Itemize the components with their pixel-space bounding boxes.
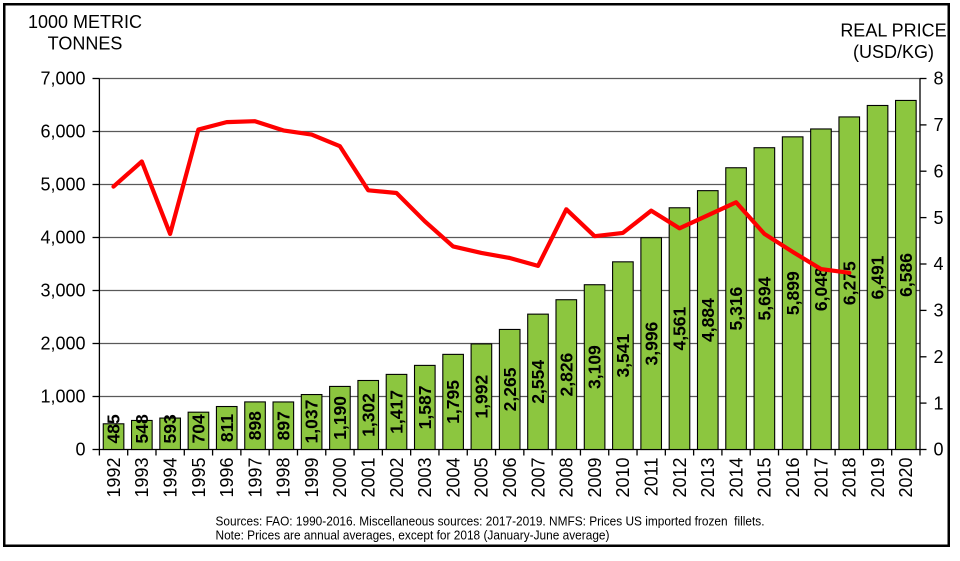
- svg-text:2020: 2020: [896, 458, 916, 498]
- svg-text:Note: Prices are annual averag: Note: Prices are annual averages, except…: [216, 528, 610, 543]
- svg-text:1992: 1992: [104, 458, 124, 498]
- svg-text:2008: 2008: [557, 458, 577, 498]
- svg-text:5,694: 5,694: [754, 276, 774, 320]
- svg-text:0: 0: [75, 440, 85, 460]
- svg-text:2000: 2000: [330, 458, 350, 498]
- svg-text:4,884: 4,884: [698, 298, 718, 342]
- svg-text:3,000: 3,000: [40, 281, 85, 301]
- svg-text:2,826: 2,826: [556, 352, 576, 396]
- svg-text:1,302: 1,302: [358, 393, 378, 437]
- svg-text:593: 593: [160, 414, 180, 443]
- svg-text:1993: 1993: [132, 458, 152, 498]
- svg-text:6: 6: [934, 161, 944, 181]
- svg-text:1994: 1994: [160, 458, 180, 498]
- svg-text:2012: 2012: [670, 458, 690, 498]
- svg-text:5,899: 5,899: [783, 271, 803, 315]
- svg-text:485: 485: [104, 414, 124, 443]
- svg-text:7: 7: [934, 115, 944, 135]
- svg-text:898: 898: [245, 411, 265, 440]
- svg-text:Sources: FAO: 1990-2016. Misce: Sources: FAO: 1990-2016. Miscellaneous s…: [216, 514, 765, 529]
- svg-text:4,561: 4,561: [670, 306, 690, 350]
- svg-text:1,795: 1,795: [443, 380, 463, 424]
- svg-text:1,190: 1,190: [330, 396, 350, 440]
- svg-text:3: 3: [934, 301, 944, 321]
- svg-text:1,037: 1,037: [302, 400, 322, 444]
- svg-text:2015: 2015: [755, 458, 775, 498]
- svg-text:3,996: 3,996: [641, 321, 661, 365]
- svg-text:2001: 2001: [359, 458, 379, 498]
- svg-text:6,048: 6,048: [811, 267, 831, 311]
- svg-text:3,541: 3,541: [613, 333, 633, 377]
- svg-text:2,265: 2,265: [500, 367, 520, 411]
- svg-text:2003: 2003: [415, 458, 435, 498]
- svg-text:704: 704: [189, 414, 209, 443]
- svg-text:1999: 1999: [302, 458, 322, 498]
- svg-text:2013: 2013: [698, 458, 718, 498]
- svg-text:2002: 2002: [387, 458, 407, 498]
- svg-text:1,000: 1,000: [40, 387, 85, 407]
- svg-text:2005: 2005: [472, 458, 492, 498]
- svg-text:5,000: 5,000: [40, 175, 85, 195]
- svg-text:548: 548: [132, 414, 152, 443]
- svg-text:1996: 1996: [217, 458, 237, 498]
- svg-text:6,275: 6,275: [839, 261, 859, 305]
- svg-text:1997: 1997: [245, 458, 265, 498]
- svg-text:1998: 1998: [274, 458, 294, 498]
- svg-text:2009: 2009: [585, 458, 605, 498]
- svg-text:2016: 2016: [783, 458, 803, 498]
- svg-text:3,109: 3,109: [585, 345, 605, 389]
- svg-text:2,554: 2,554: [528, 360, 548, 404]
- svg-text:2007: 2007: [528, 458, 548, 498]
- svg-text:5,316: 5,316: [726, 286, 746, 330]
- svg-text:2017: 2017: [811, 458, 831, 498]
- svg-text:2006: 2006: [500, 458, 520, 498]
- svg-text:TONNES: TONNES: [48, 34, 123, 54]
- svg-text:(USD/KG): (USD/KG): [853, 42, 934, 62]
- svg-text:8: 8: [934, 69, 944, 89]
- svg-text:2014: 2014: [726, 458, 746, 498]
- svg-text:REAL PRICE: REAL PRICE: [840, 21, 946, 41]
- svg-text:2004: 2004: [443, 458, 463, 498]
- svg-text:6,491: 6,491: [868, 255, 888, 299]
- svg-text:0: 0: [934, 440, 944, 460]
- svg-text:6,000: 6,000: [40, 122, 85, 142]
- svg-text:897: 897: [273, 411, 293, 440]
- svg-text:1000 METRIC: 1000 METRIC: [28, 12, 142, 32]
- svg-text:1995: 1995: [189, 458, 209, 498]
- svg-text:1,587: 1,587: [415, 386, 435, 430]
- svg-text:2018: 2018: [840, 458, 860, 498]
- svg-text:811: 811: [217, 414, 237, 442]
- svg-text:2010: 2010: [613, 458, 633, 498]
- svg-text:1,992: 1,992: [472, 375, 492, 419]
- svg-text:4,000: 4,000: [40, 228, 85, 248]
- svg-text:2,000: 2,000: [40, 334, 85, 354]
- svg-text:6,586: 6,586: [896, 253, 916, 297]
- svg-text:2011: 2011: [641, 458, 661, 497]
- svg-text:2: 2: [934, 347, 944, 367]
- svg-text:1: 1: [934, 393, 944, 413]
- svg-text:4: 4: [934, 254, 944, 274]
- svg-text:1,417: 1,417: [387, 390, 407, 434]
- svg-text:2019: 2019: [868, 458, 888, 498]
- svg-text:7,000: 7,000: [40, 69, 85, 89]
- svg-text:5: 5: [934, 208, 944, 228]
